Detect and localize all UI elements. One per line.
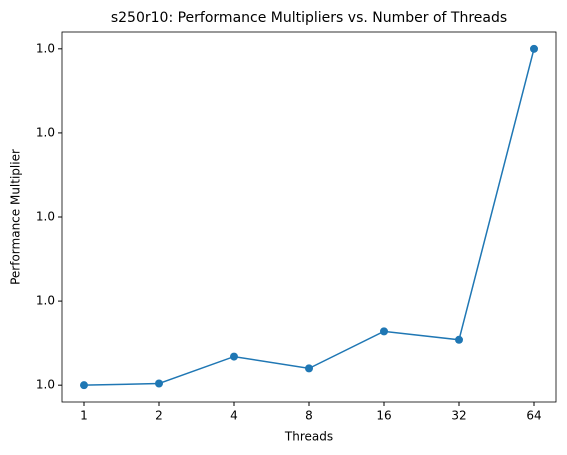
x-tick-label: 1 bbox=[80, 409, 88, 423]
marker bbox=[230, 352, 238, 361]
x-tick-label: 2 bbox=[155, 409, 163, 423]
marker bbox=[155, 379, 163, 388]
x-tick-label: 4 bbox=[230, 409, 238, 423]
marker bbox=[80, 381, 88, 390]
plot-frame bbox=[61, 31, 557, 403]
marker bbox=[530, 44, 538, 53]
y-tick-label: 1.0 bbox=[36, 210, 55, 224]
y-tick-label: 1.0 bbox=[36, 41, 55, 55]
y-axis-label: Performance Multiplier bbox=[9, 149, 23, 285]
marker bbox=[455, 335, 463, 344]
x-tick-label: 16 bbox=[376, 409, 391, 423]
x-tick-label: 64 bbox=[526, 409, 541, 423]
line bbox=[83, 48, 535, 386]
y-tick-label: 1.0 bbox=[36, 125, 55, 139]
chart-title: s250r10: Performance Multipliers vs. Num… bbox=[111, 10, 507, 26]
x-tick-label: 32 bbox=[451, 409, 466, 423]
y-tick-label: 1.0 bbox=[36, 378, 55, 392]
x-axis-label: Threads bbox=[284, 430, 333, 444]
marker bbox=[305, 364, 313, 373]
marker bbox=[380, 327, 388, 336]
y-tick-label: 1.0 bbox=[36, 294, 55, 308]
x-tick-label: 8 bbox=[305, 409, 313, 423]
